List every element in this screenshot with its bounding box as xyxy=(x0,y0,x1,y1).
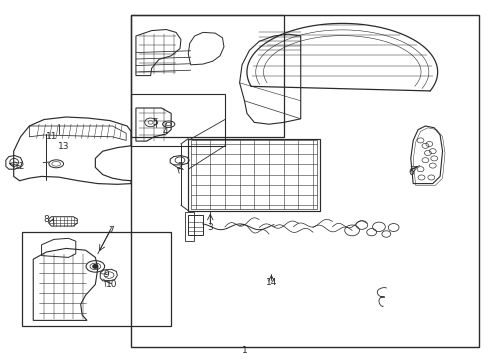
Text: 8: 8 xyxy=(43,215,49,224)
Circle shape xyxy=(93,265,98,268)
Text: 4: 4 xyxy=(162,127,168,136)
Text: 1: 1 xyxy=(241,346,247,355)
Text: 2: 2 xyxy=(177,162,183,171)
Bar xyxy=(131,94,224,146)
Bar xyxy=(188,215,203,235)
Text: 5: 5 xyxy=(152,118,158,127)
Text: 9: 9 xyxy=(103,270,109,279)
Text: 7: 7 xyxy=(108,226,114,235)
Bar xyxy=(190,140,316,209)
Bar xyxy=(184,212,193,241)
Text: 12: 12 xyxy=(14,162,25,171)
Bar xyxy=(131,15,283,137)
Text: 6: 6 xyxy=(407,168,413,177)
Bar xyxy=(131,15,478,347)
Text: 13: 13 xyxy=(58,143,69,152)
Text: 10: 10 xyxy=(105,280,117,289)
Bar xyxy=(22,232,171,326)
Bar xyxy=(188,139,320,211)
Text: 3: 3 xyxy=(207,223,213,232)
Text: 14: 14 xyxy=(265,278,277,287)
Text: 11: 11 xyxy=(45,132,57,141)
